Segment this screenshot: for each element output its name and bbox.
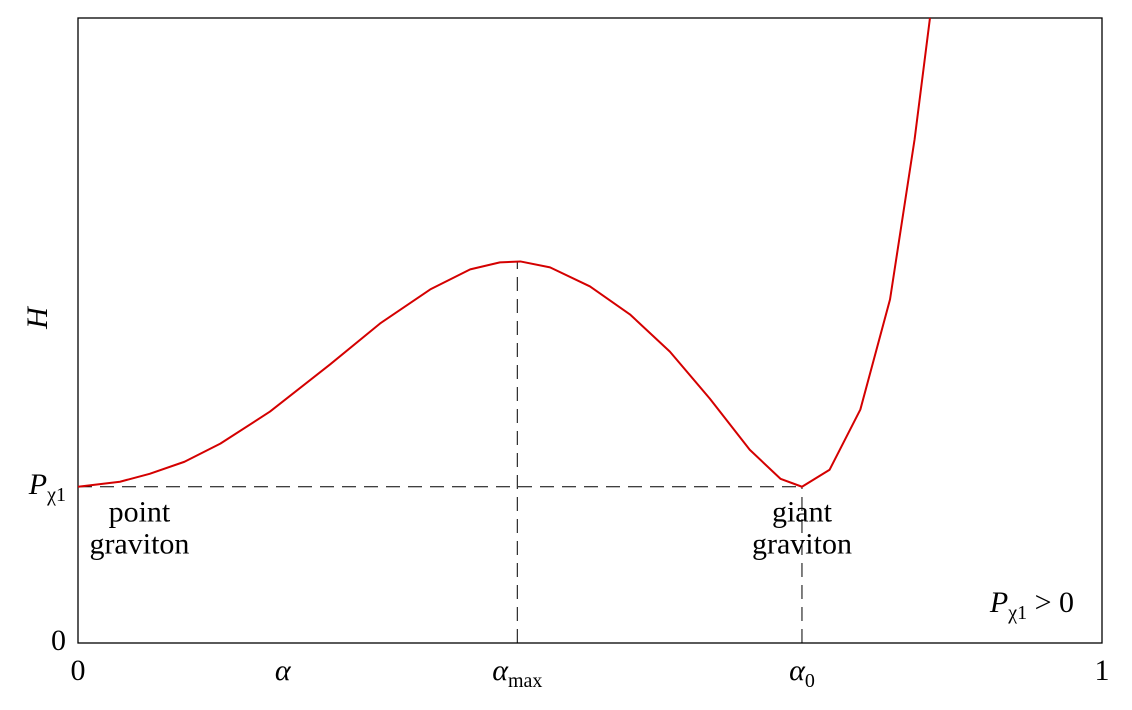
x-tick-label: αmax	[492, 654, 542, 692]
x-tick-label: 0	[71, 654, 86, 687]
data-line	[77, 17, 931, 488]
annotation: point	[109, 496, 171, 529]
plot-frame	[77, 17, 1103, 644]
annotation: graviton	[752, 528, 852, 561]
x-tick-label: α0	[789, 654, 815, 692]
y-tick-label: Pχ1	[28, 468, 66, 506]
condition-note: Pχ1 > 0	[989, 586, 1074, 624]
annotation: graviton	[89, 528, 189, 561]
annotation: giant	[772, 496, 833, 529]
y-tick-label: 0	[51, 624, 66, 657]
y-axis-label: H	[21, 305, 54, 330]
x-axis-label: α	[275, 654, 292, 687]
x-tick-label: 1	[1095, 654, 1110, 687]
